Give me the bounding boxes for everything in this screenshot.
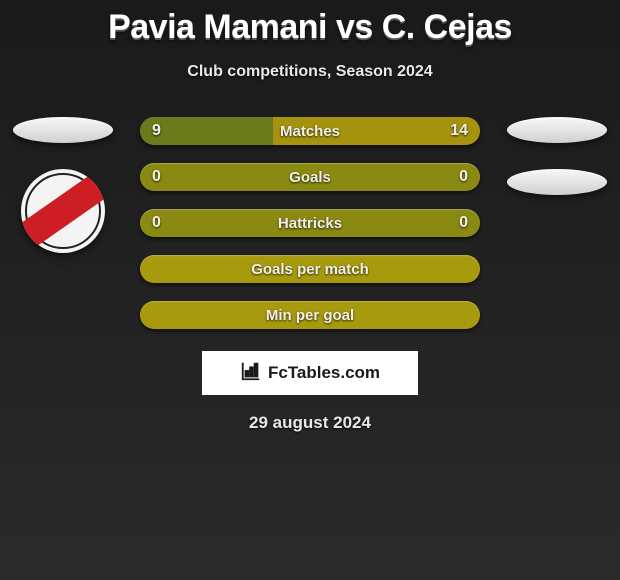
player1-name: Pavia Mamani xyxy=(108,8,327,46)
stat-label: Min per goal xyxy=(140,307,480,324)
player1-club-badge-icon xyxy=(21,169,105,253)
stat-bar: 0Hattricks0 xyxy=(140,209,480,237)
page-title: Pavia Mamani vs C. Cejas xyxy=(0,8,620,47)
stat-label: Hattricks xyxy=(140,215,480,232)
stat-bars: 9Matches140Goals00Hattricks0Goals per ma… xyxy=(140,117,480,329)
player2-club-flag-icon xyxy=(507,169,607,195)
stat-bar: Goals per match xyxy=(140,255,480,283)
date-label: 29 august 2024 xyxy=(0,413,620,433)
right-column xyxy=(502,117,612,195)
player2-name: C. Cejas xyxy=(382,8,512,46)
player1-flag-icon xyxy=(13,117,113,143)
stat-bar: 0Goals0 xyxy=(140,163,480,191)
stat-label: Goals per match xyxy=(140,261,480,278)
stat-value-right: 0 xyxy=(459,168,468,186)
vs-label: vs xyxy=(336,8,373,46)
infographic-container: Pavia Mamani vs C. Cejas Club competitio… xyxy=(0,0,620,433)
stat-bar: Min per goal xyxy=(140,301,480,329)
player2-flag-icon xyxy=(507,117,607,143)
watermark: FcTables.com xyxy=(202,351,418,395)
watermark-text: FcTables.com xyxy=(268,363,380,383)
stat-bar: 9Matches14 xyxy=(140,117,480,145)
main-row: 9Matches140Goals00Hattricks0Goals per ma… xyxy=(0,117,620,329)
stat-label: Matches xyxy=(140,123,480,140)
badge-sash xyxy=(21,169,105,253)
subtitle: Club competitions, Season 2024 xyxy=(0,63,620,81)
stat-value-right: 0 xyxy=(459,214,468,232)
chart-icon xyxy=(240,360,262,387)
stat-label: Goals xyxy=(140,169,480,186)
stat-value-right: 14 xyxy=(450,122,468,140)
left-column xyxy=(8,117,118,253)
